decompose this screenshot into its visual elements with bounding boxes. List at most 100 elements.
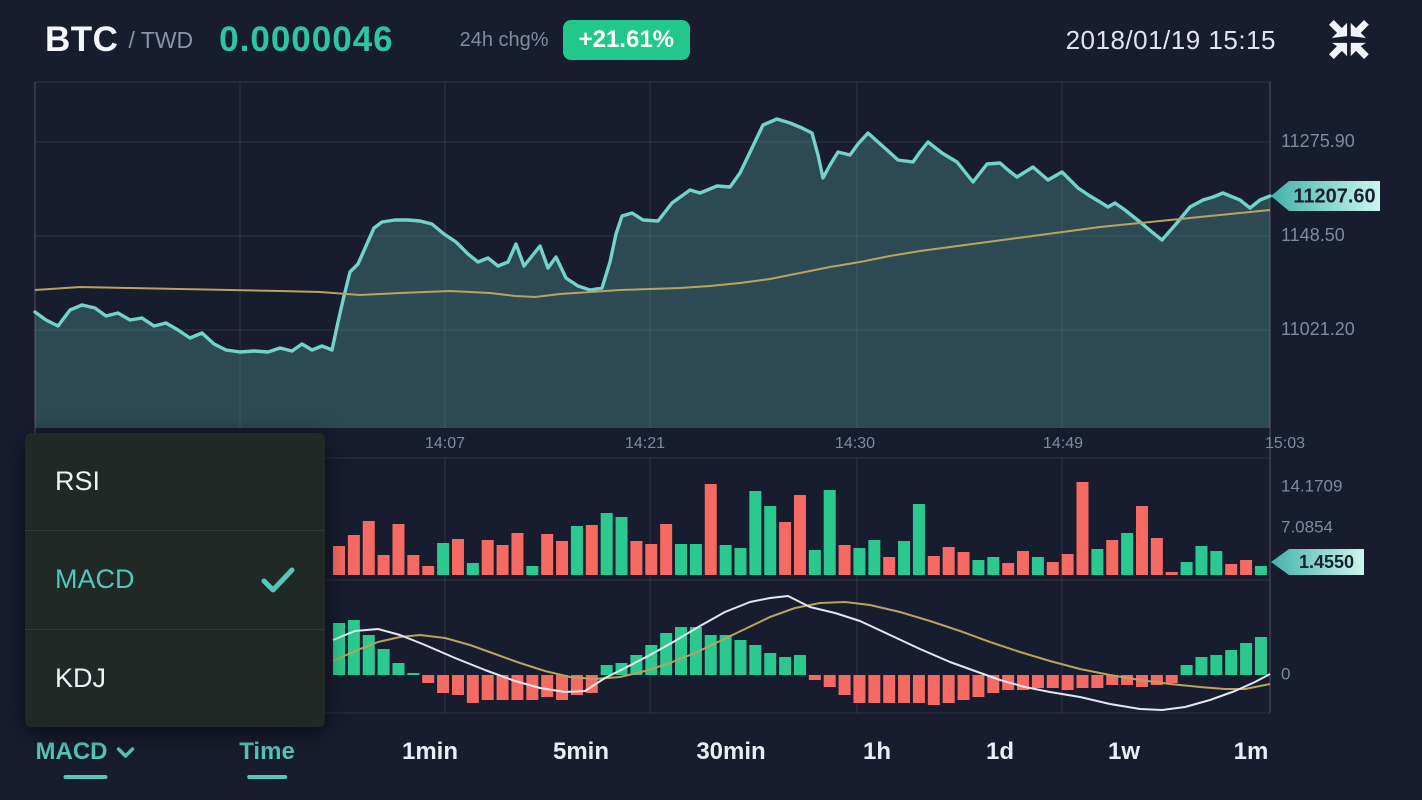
volume-bar	[1061, 554, 1074, 575]
macd-bar	[1254, 637, 1267, 675]
volume-bar	[675, 544, 688, 575]
macd-bar	[541, 675, 554, 697]
macd-bar	[481, 675, 494, 700]
indicator-dropdown-trigger[interactable]: MACD	[36, 738, 135, 779]
checkmark-icon	[261, 567, 295, 593]
volume-bar	[942, 547, 955, 575]
macd-bar	[407, 673, 420, 675]
volume-bar	[838, 545, 851, 575]
menu-item-macd[interactable]: MACD	[25, 530, 325, 628]
tab-5min[interactable]: 5min	[552, 738, 610, 765]
last-price: 0.0000046	[219, 20, 394, 59]
macd-bar	[808, 675, 821, 680]
volume-bar	[1106, 540, 1119, 575]
macd-bar	[660, 633, 673, 675]
menu-item-rsi[interactable]: RSI	[55, 466, 101, 497]
macd-bar	[838, 675, 851, 695]
volume-bar	[1254, 566, 1267, 575]
macd-bar	[1106, 675, 1119, 685]
macd-bar	[942, 675, 955, 703]
dea-line	[332, 601, 1271, 690]
volume-bar	[972, 560, 985, 575]
macd-bar	[1180, 665, 1193, 675]
volume-bar	[466, 563, 479, 575]
svg-text:11275.90: 11275.90	[1281, 131, 1355, 151]
svg-text:15:03: 15:03	[1265, 435, 1305, 452]
volume-bar	[1210, 551, 1223, 575]
volume-bar	[1180, 562, 1193, 575]
volume-bar	[511, 533, 524, 575]
collapse-icon[interactable]	[1328, 20, 1372, 60]
volume-bar	[883, 557, 896, 575]
volume-bar	[1165, 572, 1178, 575]
volume-bar	[1121, 533, 1134, 575]
volume-bar	[407, 555, 420, 575]
svg-text:1148.50: 1148.50	[1281, 225, 1345, 245]
volume-bar	[481, 540, 494, 575]
volume-bar	[808, 550, 821, 575]
macd-bar	[1121, 675, 1134, 685]
svg-text:11207.60: 11207.60	[1293, 185, 1375, 207]
indicator-dropdown-menu: RSI MACD KDJ	[25, 433, 325, 727]
tab-1m[interactable]: 1m	[1233, 738, 1269, 765]
macd-bar	[764, 653, 777, 675]
volume-bar	[823, 490, 836, 575]
volume-bar	[927, 556, 940, 575]
symbol-quote: / TWD	[128, 26, 194, 53]
macd-bar	[526, 675, 539, 700]
volume-bar	[957, 552, 970, 575]
tab-30min[interactable]: 30min	[696, 738, 766, 765]
volume-bar	[645, 544, 658, 575]
volume-bar	[556, 541, 569, 575]
macd-bar	[362, 635, 375, 675]
volume-bar	[615, 517, 628, 575]
macd-bar	[1195, 657, 1208, 675]
tab-1min[interactable]: 1min	[401, 738, 459, 765]
volume-bar	[764, 506, 777, 575]
macd-bar	[1240, 643, 1253, 675]
macd-bar	[927, 675, 940, 705]
volume-bar	[585, 525, 598, 575]
menu-item-kdj[interactable]: KDJ	[25, 628, 325, 727]
macd-bar	[1046, 675, 1059, 688]
ma-line	[34, 209, 1271, 298]
volume-bar	[734, 548, 747, 575]
macd-bar	[883, 675, 896, 703]
volume-bar	[1225, 564, 1238, 575]
macd-bar	[392, 663, 405, 675]
macd-bar	[779, 657, 792, 675]
volume-bar	[912, 504, 925, 575]
tab-1w[interactable]: 1w	[1107, 738, 1141, 765]
volume-bar	[704, 484, 717, 575]
macd-bar	[1210, 655, 1223, 675]
macd-bar	[422, 675, 435, 683]
macd-bar	[1031, 675, 1044, 688]
macd-bar	[1061, 675, 1074, 690]
axis-labels: 11275.90 1148.50 11021.20 14:07 14:21 14:30 14…	[425, 131, 1355, 684]
volume-bar	[1091, 549, 1104, 575]
volume-bar	[779, 522, 792, 575]
volume-bar	[333, 546, 345, 575]
volume-bar	[793, 495, 806, 575]
volume-bar	[719, 545, 732, 575]
macd-bar	[1225, 650, 1238, 675]
volume-bar	[422, 566, 435, 575]
tab-1d[interactable]: 1d	[985, 738, 1015, 765]
macd-bar	[719, 635, 732, 675]
change-badge: +21.61%	[562, 20, 691, 60]
volume-bar	[1076, 482, 1089, 575]
macd-bar	[749, 645, 762, 675]
volume-bar	[1135, 506, 1148, 575]
tab-1h[interactable]: 1h	[862, 738, 892, 765]
volume-bar	[868, 540, 881, 575]
volume-bar	[600, 513, 613, 575]
svg-text:14.1709: 14.1709	[1281, 476, 1342, 495]
tab-time[interactable]: Time	[239, 738, 295, 779]
svg-text:11021.20: 11021.20	[1281, 319, 1355, 339]
macd-bar	[912, 675, 925, 703]
macd-bar	[868, 675, 881, 703]
volume-bar	[853, 548, 866, 575]
dif-line	[332, 595, 1271, 711]
